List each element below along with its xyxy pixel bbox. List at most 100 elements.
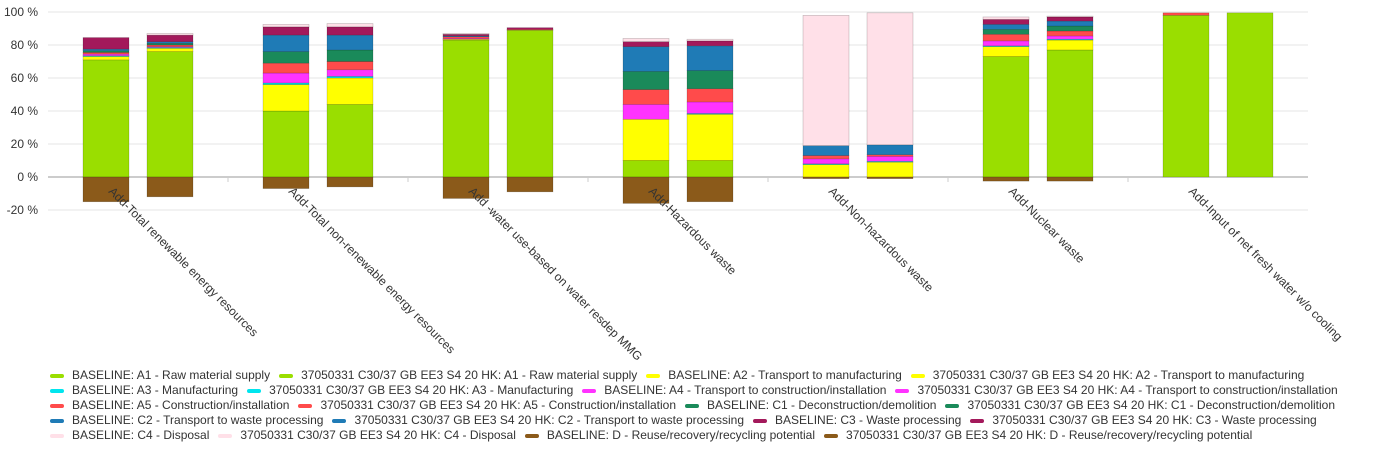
x-axis: Add-Total renewable energy resources Add-… — [106, 184, 1345, 363]
y-tick-label: 60 % — [11, 71, 39, 85]
bar-segment-a2 — [146, 47, 194, 52]
legend-label: 37050331 C30/37 GB EE3 S4 20 HK: A3 - Ma… — [269, 383, 574, 397]
legend-row: BASELINE: A5 - Construction/installation… — [50, 398, 1360, 413]
category-label: Add-Nuclear waste — [1006, 184, 1088, 266]
bar-segment-a4 — [866, 156, 914, 162]
legend-label: 37050331 C30/37 GB EE3 S4 20 HK: A4 - Tr… — [917, 383, 1338, 397]
bar-segment-a4 — [982, 40, 1030, 47]
legend-label: BASELINE: A1 - Raw material supply — [72, 368, 271, 382]
bar-segment-a5 — [686, 88, 734, 103]
bar-segment-a5 — [262, 62, 310, 74]
legend-swatch — [279, 373, 294, 378]
legend-item[interactable]: BASELINE: A1 - Raw material supply — [50, 368, 270, 383]
y-tick-label: -20 % — [7, 203, 39, 217]
legend-item[interactable]: BASELINE: C3 - Waste processing — [753, 413, 961, 428]
legend-item[interactable]: 37050331 C30/37 GB EE3 S4 20 HK: A5 - Co… — [298, 398, 676, 413]
bar-segment-a2 — [982, 46, 1030, 57]
y-tick-label: 100 % — [4, 5, 38, 19]
legend-swatch — [582, 388, 597, 393]
legend-item[interactable]: 37050331 C30/37 GB EE3 S4 20 HK: A3 - Ma… — [247, 383, 573, 398]
bar-segment-c2 — [802, 145, 850, 156]
legend-item[interactable]: BASELINE: A5 - Construction/installation — [50, 398, 289, 413]
legend-swatch — [895, 388, 910, 393]
bar-segment-c4 — [622, 38, 670, 43]
legend-swatch — [970, 418, 985, 423]
bar-segment-a1 — [1162, 15, 1210, 178]
legend-item[interactable]: 37050331 C30/37 GB EE3 S4 20 HK: C3 - Wa… — [970, 413, 1317, 428]
legend-swatch — [646, 373, 661, 378]
bar-segment-a1 — [262, 110, 310, 178]
legend-item[interactable]: BASELINE: C1 - Deconstruction/demolition — [685, 398, 936, 413]
category-label: Add -water use-based on water resdep MMG — [466, 184, 645, 363]
bar-segment-c2 — [146, 41, 194, 44]
legend: BASELINE: A1 - Raw material supply 370503… — [50, 368, 1360, 443]
bar-segment-d — [442, 176, 490, 199]
bar-segment-a5 — [1162, 12, 1210, 16]
legend-item[interactable]: 37050331 C30/37 GB EE3 S4 20 HK: A2 - Tr… — [910, 368, 1304, 383]
legend-label: 37050331 C30/37 GB EE3 S4 20 HK: C2 - Tr… — [354, 413, 745, 427]
legend-label: BASELINE: C4 - Disposal — [72, 428, 210, 442]
bar-segment-a5 — [982, 33, 1030, 42]
legend-item[interactable]: BASELINE: D - Reuse/recovery/recycling p… — [524, 428, 816, 443]
bar-segment-d — [622, 176, 670, 204]
bar-segment-a2 — [82, 56, 130, 61]
bar-segment-c4 — [686, 38, 734, 42]
bar-segment-c3 — [146, 34, 194, 42]
bar-segment-c2 — [982, 24, 1030, 30]
bar-segment-a5 — [326, 61, 374, 71]
bar-segment-c2 — [262, 34, 310, 52]
bar-segment-a2 — [686, 114, 734, 161]
legend-item[interactable]: 37050331 C30/37 GB EE3 S4 20 HK: A4 - Tr… — [895, 383, 1338, 398]
bar-segment-c2 — [326, 34, 374, 51]
legend-item[interactable]: 37050331 C30/37 GB EE3 S4 20 HK: C2 - Tr… — [332, 413, 744, 428]
legend-item[interactable]: BASELINE: C2 - Transport to waste proces… — [50, 413, 323, 428]
legend-label: BASELINE: C1 - Deconstruction/demolition — [707, 398, 937, 412]
bar-segment-a5 — [622, 89, 670, 105]
legend-item[interactable]: BASELINE: A2 - Transport to manufacturin… — [646, 368, 902, 383]
bar-segment-c4 — [1046, 15, 1094, 18]
legend-label: BASELINE: D - Reuse/recovery/recycling p… — [546, 428, 816, 442]
bar-segment-c2 — [622, 46, 670, 72]
bar-segment-a2 — [262, 84, 310, 112]
bars — [82, 12, 1274, 204]
legend-swatch — [50, 433, 64, 438]
legend-label: 37050331 C30/37 GB EE3 S4 20 HK: D - Reu… — [846, 428, 1253, 442]
bar-segment-c4 — [802, 15, 850, 146]
bar-segment-a4 — [622, 104, 670, 120]
legend-item[interactable]: 37050331 C30/37 GB EE3 S4 20 HK: A1 - Ra… — [279, 368, 637, 383]
legend-item[interactable]: 37050331 C30/37 GB EE3 S4 20 HK: C1 - De… — [945, 398, 1335, 413]
y-tick-label: 80 % — [11, 38, 39, 52]
bar-segment-c1 — [622, 71, 670, 90]
legend-swatch — [218, 433, 233, 438]
bar-segment-c4 — [146, 33, 194, 36]
bar-segment-a2 — [1046, 39, 1094, 51]
legend-item[interactable]: 37050331 C30/37 GB EE3 S4 20 HK: C4 - Di… — [218, 428, 516, 443]
bar-segment-a4 — [1046, 35, 1094, 40]
legend-item[interactable]: BASELINE: C4 - Disposal — [50, 428, 209, 443]
bar-segment-d — [326, 176, 374, 188]
legend-label: 37050331 C30/37 GB EE3 S4 20 HK: C4 - Di… — [240, 428, 516, 442]
y-tick-label: 0 % — [17, 170, 38, 184]
y-tick-label: 20 % — [11, 137, 39, 151]
legend-item[interactable]: 37050331 C30/37 GB EE3 S4 20 HK: D - Reu… — [824, 428, 1252, 443]
legend-item[interactable]: BASELINE: A3 - Manufacturing — [50, 383, 238, 398]
bar-segment-c1 — [262, 51, 310, 64]
legend-swatch — [753, 418, 768, 423]
bar-segment-d — [982, 176, 1030, 182]
category-label: Add-Input of net fresh water w/o cooling — [1186, 184, 1345, 343]
bar-segment-c3 — [622, 41, 670, 47]
bar-segment-a1 — [622, 160, 670, 178]
bar-segment-a2 — [622, 118, 670, 161]
bar-segment-c3 — [686, 40, 734, 47]
bar-segment-a2 — [326, 77, 374, 105]
bar-segment-d — [146, 176, 194, 198]
legend-label: BASELINE: C2 - Transport to waste proces… — [72, 413, 324, 427]
bar-segment-c4 — [326, 23, 374, 28]
bar-segment-d — [866, 176, 914, 179]
y-tick-label: 40 % — [11, 104, 39, 118]
bar-segment-a4 — [326, 69, 374, 77]
legend-item[interactable]: BASELINE: A4 - Transport to construction… — [582, 383, 886, 398]
legend-swatch — [824, 433, 839, 438]
bar-segment-a5 — [866, 154, 914, 157]
bar-segment-c4 — [442, 33, 490, 35]
